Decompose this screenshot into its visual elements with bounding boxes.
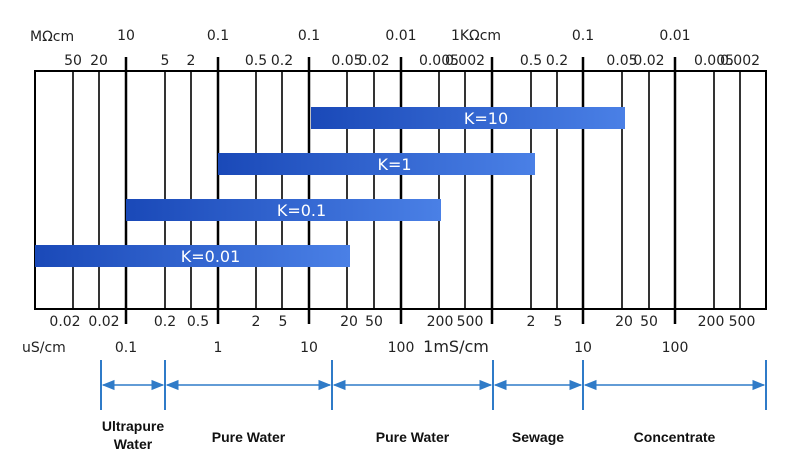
category-label: Sewage	[512, 429, 564, 445]
bottom-minor-label: 0.02	[88, 314, 119, 330]
top-decade-label: 1KΩcm	[451, 28, 501, 44]
bottom-minor-label: 20	[340, 314, 358, 330]
bottom-minor-label: 0.02	[49, 314, 80, 330]
bottom-minor-label: 50	[640, 314, 658, 330]
conductivity-unit-label: uS/cm	[22, 340, 66, 356]
top-decade-label: 0.01	[659, 28, 690, 44]
category-label-line: Pure Water	[212, 429, 286, 445]
top-minor-label: 0.005	[419, 53, 459, 69]
top-minor-label: 20	[90, 53, 108, 69]
cell-constant-bars: K=10 K=1 K=0.1 K=0.01	[35, 107, 625, 267]
top-minor-label: 0.05	[606, 53, 637, 69]
water-category-ranges: Ultrapure Water Pure Water Pure Water Sewage…	[100, 360, 767, 452]
cell-constant-label: K=0.1	[277, 201, 326, 220]
bottom-decade-label: 1	[214, 340, 223, 356]
bottom-decade-label: 100	[388, 340, 415, 356]
top-decade-label: 0.1	[207, 28, 229, 44]
top-decade-label: 0.01	[385, 28, 416, 44]
category-label: Pure Water	[212, 429, 286, 445]
cell-constant-label: K=1	[377, 155, 411, 174]
bottom-minor-label: 5	[279, 314, 288, 330]
top-decade-label: 0.1	[572, 28, 594, 44]
top-minor-label: 0.02	[358, 53, 389, 69]
cell-constant-bar	[126, 199, 441, 221]
bottom-minor-label: 2	[527, 314, 536, 330]
bottom-decade-label: 1mS/cm	[423, 337, 489, 356]
category-label: Concentrate	[634, 429, 716, 445]
category-label-line: Ultrapure	[102, 418, 164, 434]
bottom-minor-label: 500	[457, 314, 484, 330]
top-decade-label: 10	[117, 28, 135, 44]
top-minor-label: 0.5	[520, 53, 542, 69]
grid-lines	[72, 57, 741, 324]
bottom-minor-label: 200	[427, 314, 454, 330]
cell-constant-bar	[311, 107, 625, 129]
top-minor-label: 0.02	[633, 53, 664, 69]
cell-constant-bar	[35, 245, 350, 267]
top-minor-label: 2	[187, 53, 196, 69]
top-minor-label: 5	[161, 53, 170, 69]
bottom-minor-label: 0.2	[154, 314, 176, 330]
resistivity-unit-label: MΩcm	[30, 29, 74, 45]
bottom-scale-labels: 0.02 0.02 0.2 0.5 2 5 20 50 200 500 2 5 20 50 200 5000.…	[49, 314, 755, 356]
bottom-minor-label: 0.5	[187, 314, 209, 330]
bottom-minor-label: 2	[252, 314, 261, 330]
bottom-minor-label: 20	[615, 314, 633, 330]
bottom-minor-label: 5	[554, 314, 563, 330]
category-label-line: Concentrate	[634, 429, 716, 445]
bottom-minor-label: 500	[729, 314, 756, 330]
top-minor-label: 50	[64, 53, 82, 69]
top-minor-label: 0.2	[271, 53, 293, 69]
top-minor-label: 0.002	[445, 53, 485, 69]
bottom-decade-label: 0.1	[115, 340, 137, 356]
bottom-decade-label: 10	[300, 340, 318, 356]
top-minor-label: 0.2	[546, 53, 568, 69]
category-label-line: Water	[114, 436, 153, 452]
top-decade-label: 0.1	[298, 28, 320, 44]
bottom-minor-label: 50	[365, 314, 383, 330]
top-minor-label: 0.5	[245, 53, 267, 69]
bottom-decade-label: 10	[574, 340, 592, 356]
cell-constant-label: K=10	[464, 109, 508, 128]
category-label-line: Pure Water	[376, 429, 450, 445]
top-minor-label: 0.002	[720, 53, 760, 69]
bottom-minor-label: 200	[698, 314, 725, 330]
cell-constant-bar	[218, 153, 535, 175]
top-minor-label: 0.005	[694, 53, 734, 69]
top-minor-label: 0.05	[331, 53, 362, 69]
category-label: Ultrapure Water	[102, 418, 164, 452]
bottom-decade-label: 100	[662, 340, 689, 356]
category-label: Pure Water	[376, 429, 450, 445]
cell-constant-label: K=0.01	[181, 247, 241, 266]
category-label-line: Sewage	[512, 429, 564, 445]
